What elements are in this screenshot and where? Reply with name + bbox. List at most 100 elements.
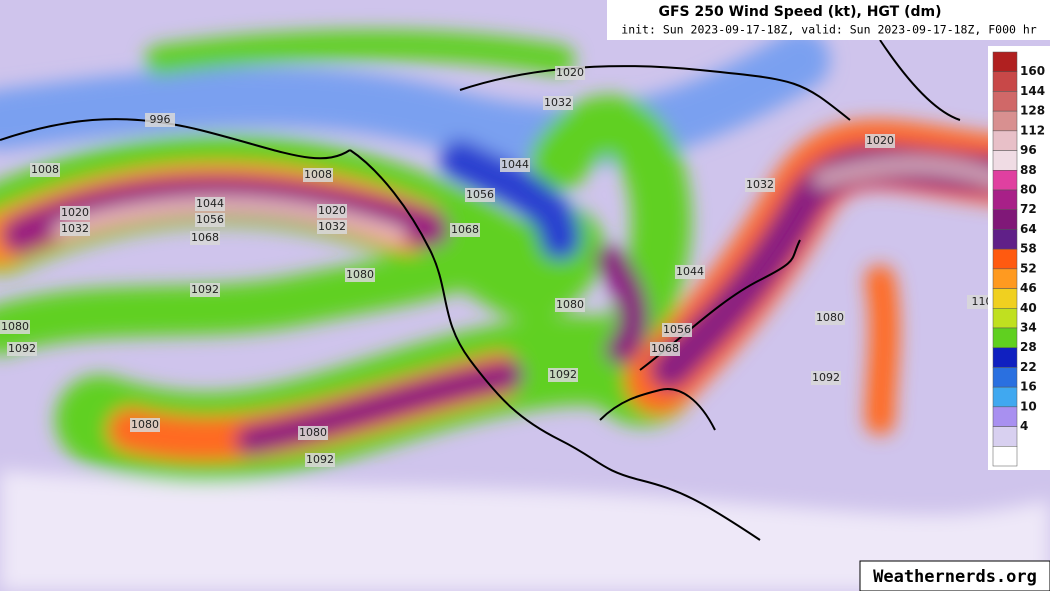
colorbar-swatch <box>992 209 1018 230</box>
contour-label: 1080 <box>131 418 159 431</box>
contour-label-bg <box>60 222 90 236</box>
colorbar-label: 10 <box>1020 399 1037 413</box>
colorbar-label: 144 <box>1020 84 1045 98</box>
colorbar-label: 52 <box>1020 261 1037 275</box>
contour-label-bg <box>317 204 347 218</box>
colorbar-swatch <box>992 110 1018 132</box>
colorbar: 160 144 128 112 96 88 80 72 64 58 52 46 40 34 28 22 16 10… <box>988 46 1050 470</box>
contour-label-bg <box>298 426 328 440</box>
contour-label-bg <box>195 213 225 227</box>
contour-label-bg <box>650 342 680 356</box>
contour-label: 1056 <box>663 323 691 336</box>
contour-label: 1020 <box>61 206 89 219</box>
colorbar-label: 80 <box>1020 183 1037 197</box>
colorbar-label: 16 <box>1020 380 1037 394</box>
colorbar-label: 72 <box>1020 202 1037 216</box>
colorbar-swatch <box>992 347 1018 368</box>
watermark-box <box>859 560 1050 591</box>
contour-label: 1080 <box>556 298 584 311</box>
contour-label: 1068 <box>651 342 679 355</box>
watermark: Weathernerds.org <box>873 567 1037 587</box>
colorbar-label: 96 <box>1020 143 1037 157</box>
contour-labels: 996 1008 1020 1032 1044 1056 1068 1008 1020 1032 1… <box>0 66 997 467</box>
colorbar-label: 28 <box>1020 340 1037 354</box>
colorbar-swatch <box>992 71 1018 92</box>
contour-label: 1020 <box>318 204 346 217</box>
colorbar-swatch <box>992 426 1018 447</box>
colorbar-label: 46 <box>1020 281 1037 295</box>
contour-label: 110 <box>972 295 993 308</box>
contour-label: 1092 <box>8 342 36 355</box>
colorbar-swatch <box>992 288 1018 309</box>
contour-label-bg <box>811 371 841 385</box>
colorbar-swatch <box>992 446 1018 467</box>
contour-label-bg <box>30 163 60 177</box>
colorbar-swatch <box>992 91 1018 112</box>
contour-label: 1080 <box>299 426 327 439</box>
contour-label: 1008 <box>304 168 332 181</box>
contour-label-bg <box>745 178 775 192</box>
contour-label: 1020 <box>556 66 584 79</box>
contour-label: 1008 <box>31 163 59 176</box>
contour-label-bg <box>303 168 333 182</box>
colorbar-swatch <box>992 130 1018 151</box>
colorbar-label: 160 <box>1020 64 1045 78</box>
contour-label: 1092 <box>812 371 840 384</box>
contour-label-bg <box>555 66 585 80</box>
colorbar-label: 112 <box>1020 123 1045 137</box>
contour-label-bg <box>543 96 573 110</box>
contour-label: 1044 <box>676 265 704 278</box>
contour-label: 1092 <box>549 368 577 381</box>
contour-label-bg <box>345 268 375 282</box>
contour-label-bg <box>130 418 160 432</box>
contour-label-bg <box>190 231 220 245</box>
contour-label: 1080 <box>816 311 844 324</box>
contour-label: 1092 <box>191 283 219 296</box>
contour-label: 1032 <box>318 220 346 233</box>
colorbar-swatch <box>992 51 1018 72</box>
colorbar-label: 40 <box>1020 301 1037 315</box>
contour-label: 1056 <box>466 188 494 201</box>
contour-label-bg <box>450 223 480 237</box>
contour-label-bg <box>675 265 705 279</box>
colorbar-swatch <box>992 248 1018 270</box>
contour-label: 1080 <box>1 320 29 333</box>
colorbar-label: 22 <box>1020 360 1037 374</box>
colorbar-swatch <box>992 406 1018 427</box>
contour-label: 1092 <box>306 453 334 466</box>
colorbar-swatch <box>992 229 1018 250</box>
contour-label: 1032 <box>544 96 572 109</box>
contour-label: 1020 <box>866 134 894 147</box>
contour-label-bg <box>815 311 845 325</box>
contour-label: 1032 <box>61 222 89 235</box>
contour-label-bg <box>190 283 220 297</box>
colorbar-swatch <box>992 189 1018 210</box>
contour-label: 1080 <box>346 268 374 281</box>
colorbar-label: 34 <box>1020 321 1037 335</box>
contour-label-bg <box>305 453 335 467</box>
colorbar-swatch <box>992 327 1018 348</box>
contour-label-bg <box>865 134 895 148</box>
contour-label-bg <box>500 158 530 172</box>
colorbar-label: 128 <box>1020 104 1045 118</box>
colorbar-label: 58 <box>1020 242 1037 256</box>
contour-label-bg <box>7 342 37 356</box>
colorbar-swatch <box>992 268 1018 289</box>
colorbar-swatch <box>992 150 1018 171</box>
contour-label: 1044 <box>501 158 529 171</box>
colorbar-swatch <box>992 170 1018 191</box>
contour-label: 1032 <box>746 178 774 191</box>
contour-label: 1056 <box>196 213 224 226</box>
contour-label: 1044 <box>196 197 224 210</box>
colorbar-swatch <box>992 386 1018 408</box>
contour-label-bg <box>662 323 692 337</box>
contour-label-bg <box>555 298 585 312</box>
contour-label-bg <box>317 220 347 234</box>
title: GFS 250 Wind Speed (kt), HGT (dm) <box>659 4 942 20</box>
contour-label: 996 <box>150 113 171 126</box>
colorbar-swatch <box>992 367 1018 388</box>
contour-label-bg <box>145 113 175 127</box>
